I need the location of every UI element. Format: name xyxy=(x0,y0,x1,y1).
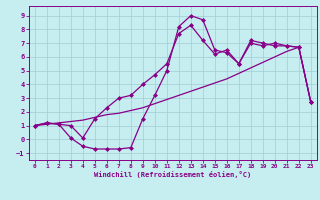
X-axis label: Windchill (Refroidissement éolien,°C): Windchill (Refroidissement éolien,°C) xyxy=(94,171,252,178)
